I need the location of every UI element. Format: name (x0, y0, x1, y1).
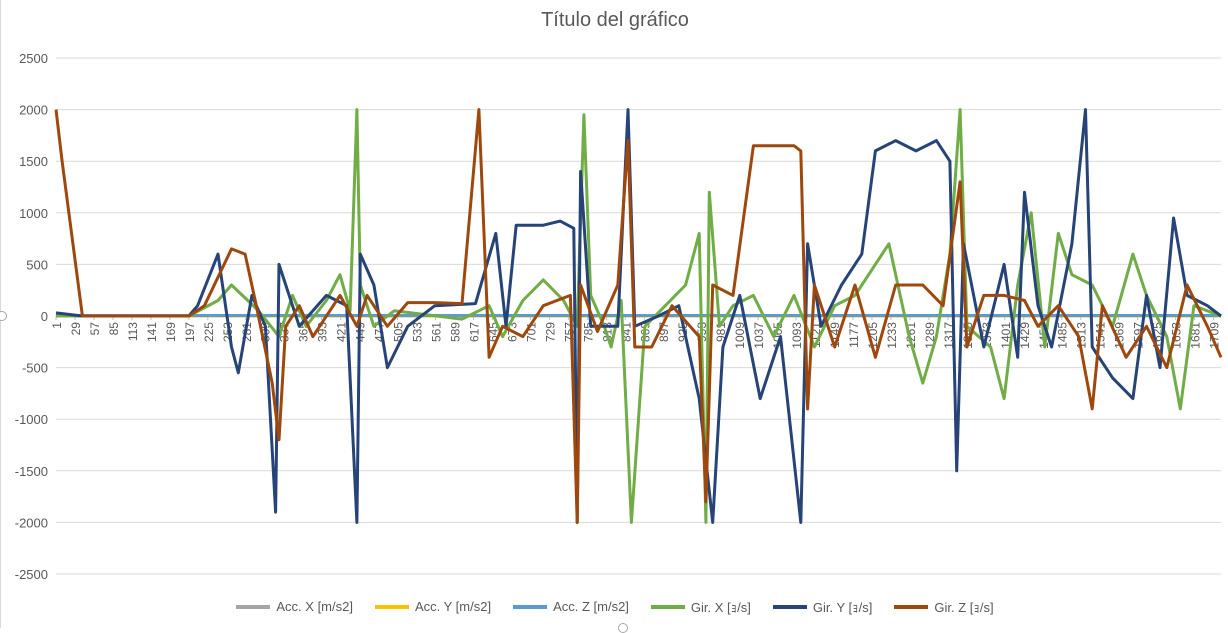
legend-swatch (374, 604, 409, 609)
x-tick-label: 1709 (1208, 322, 1222, 349)
y-tick-label: -2000 (15, 515, 48, 530)
y-tick-label: -1000 (15, 412, 48, 427)
x-tick-label: 1569 (1113, 322, 1127, 349)
legend-item-5: Gir. Y [ｮ/s] (772, 597, 873, 616)
y-tick-label: -1500 (15, 464, 48, 479)
y-tick-label: 2000 (19, 103, 48, 118)
x-tick-label: 169 (164, 322, 178, 342)
x-tick-label: 141 (145, 322, 159, 342)
legend-item-3: Acc. Z [m/s2] (513, 597, 629, 616)
x-tick-label: 1177 (847, 322, 861, 348)
legend-swatch (650, 604, 685, 609)
legend-label: Acc. Y [m/s2] (414, 599, 492, 614)
chart-title: Título del gráfico (541, 9, 689, 31)
y-tick-label: 0 (41, 309, 48, 324)
resize-handle-bottom[interactable] (618, 623, 628, 633)
x-tick-label: 197 (183, 322, 197, 342)
y-tick-label: -2500 (15, 567, 48, 582)
y-tick-label: 1500 (19, 154, 48, 169)
resize-handle-left[interactable] (0, 311, 7, 321)
x-tick-label: 1009 (733, 322, 747, 349)
x-tick-label: 225 (202, 322, 216, 342)
x-tick-label: 1233 (885, 322, 899, 349)
legend-item-2: Acc. Y [m/s2] (374, 597, 492, 616)
x-tick-label: 1401 (999, 322, 1013, 349)
x-tick-label: 57 (88, 322, 102, 336)
x-tick-label: 1429 (1018, 322, 1032, 349)
x-tick-label: 113 (126, 322, 140, 341)
legend-item-4: Gir. X [ｮ/s] (650, 597, 751, 616)
y-tick-label: 2500 (19, 51, 48, 66)
x-tick-label: 1037 (752, 322, 766, 349)
x-tick-label: 1485 (1056, 322, 1070, 349)
legend-label: Gir. Y [ｮ/s] (812, 600, 873, 615)
x-tick-label: 617 (467, 322, 481, 342)
legend-label: Acc. X [m/s2] (276, 599, 353, 614)
x-tick-label: 1093 (790, 322, 804, 349)
x-tick-label: 1 (50, 322, 64, 329)
series-line-4 (56, 108, 1222, 524)
legend-swatch (513, 604, 548, 609)
x-tick-label: 85 (107, 322, 121, 336)
legend-swatch (772, 604, 807, 609)
legend-label: Acc. Z [m/s2] (553, 599, 629, 614)
y-tick-label: -500 (22, 361, 48, 376)
x-tick-label: 29 (69, 322, 83, 336)
x-tick-label: 533 (411, 322, 425, 342)
x-tick-label: 729 (543, 322, 557, 342)
legend-swatch (894, 604, 929, 609)
y-tick-label: 500 (26, 257, 48, 272)
legend-label: Gir. Z [ｮ/s] (934, 600, 994, 615)
x-tick-label: 589 (448, 322, 462, 342)
x-tick-label: 421 (335, 322, 349, 342)
legend-item-1: Acc. X [m/s2] (236, 597, 353, 616)
legend-label: Gir. X [ｮ/s] (690, 600, 751, 615)
series-line-5 (55, 108, 1222, 524)
legend: Acc. X [m/s2] Acc. Y [m/s2] Acc. Z [m/s2] G… (1, 597, 1228, 616)
y-tick-label: 1000 (19, 206, 48, 221)
series-line-6 (54, 108, 1223, 524)
legend-swatch (236, 604, 271, 609)
legend-item-6: Gir. Z [ｮ/s] (894, 597, 994, 616)
x-tick-label: 561 (430, 322, 444, 342)
x-tick-label: 785 (581, 322, 595, 342)
x-tick-label: 1205 (866, 322, 880, 349)
